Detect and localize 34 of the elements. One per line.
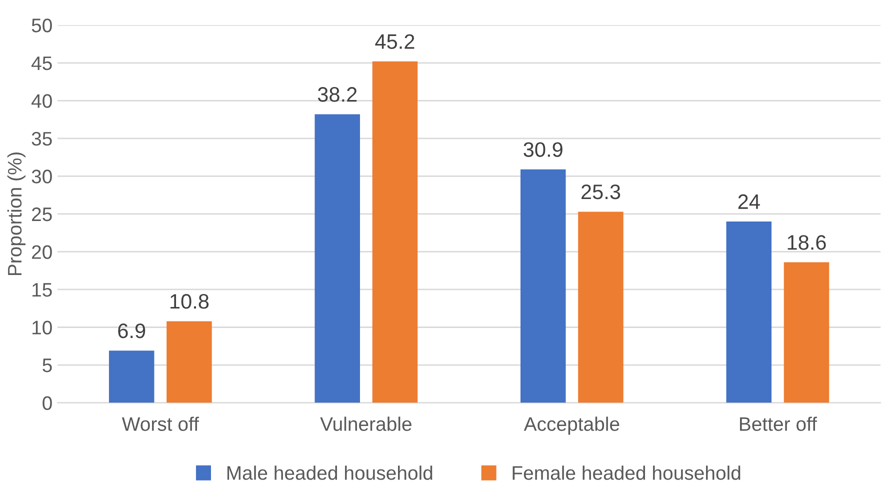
y-tick-label: 45 [31, 56, 52, 70]
data-label: 6.9 [118, 323, 146, 338]
x-tick-label: Better off [740, 416, 818, 431]
legend-label: Male headed household [227, 466, 432, 480]
y-tick-label: 35 [32, 132, 52, 146]
x-tick-label: Worst off [122, 416, 199, 431]
data-label: 24 [738, 194, 760, 209]
bar [108, 350, 154, 403]
y-tick-label: 30 [32, 170, 52, 184]
bar [726, 222, 772, 403]
data-label: 25.3 [582, 184, 620, 200]
data-label: 38.2 [318, 87, 357, 102]
data-label: 18.6 [788, 235, 826, 250]
data-label: 10.8 [170, 294, 209, 309]
bar [784, 262, 830, 403]
bar [166, 321, 212, 403]
x-tick-label: Vulnerable [320, 416, 412, 431]
y-tick-label: 20 [32, 245, 52, 259]
y-tick-label: 0 [42, 396, 52, 410]
bar [372, 61, 418, 403]
y-tick-label: 15 [32, 283, 52, 297]
x-tick-label: Acceptable [524, 416, 620, 435]
bar [520, 169, 566, 403]
y-tick-label: 5 [42, 358, 52, 372]
bar [314, 114, 360, 403]
y-tick-label: 50 [32, 18, 52, 32]
data-label: 30.9 [524, 142, 562, 157]
y-tick-label: 25 [32, 207, 52, 222]
bar [578, 212, 624, 403]
y-axis-title: Proportion (%) [7, 152, 26, 276]
y-tick-label: 10 [32, 320, 52, 334]
legend-label: Female headed household [512, 466, 740, 480]
data-label: 45.2 [375, 34, 414, 49]
y-tick-label: 40 [31, 94, 52, 108]
